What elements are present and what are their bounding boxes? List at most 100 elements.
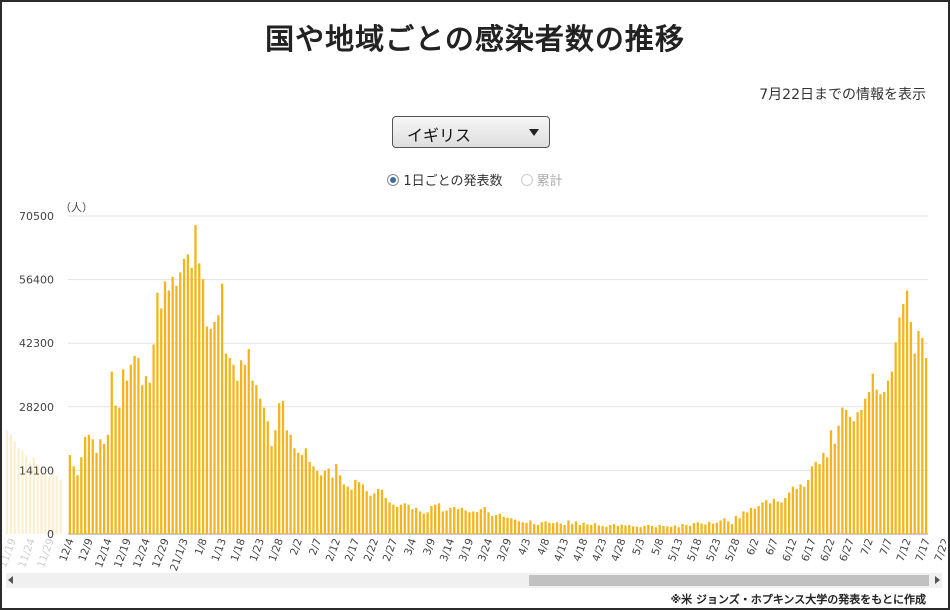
bar (631, 526, 635, 534)
x-tick-label: 7/12 (895, 537, 914, 563)
y-tick-label: 70500 (19, 210, 54, 223)
bar (297, 452, 300, 534)
bar (369, 495, 372, 534)
faded-bar (28, 461, 32, 534)
bar (890, 371, 893, 534)
bar (384, 497, 387, 534)
bar (673, 525, 677, 534)
bar (99, 439, 102, 534)
bar (312, 466, 315, 534)
bar (323, 470, 326, 534)
bar (772, 498, 776, 534)
scroll-thumb[interactable] (529, 575, 929, 586)
bar (806, 479, 810, 534)
radio-daily[interactable]: 1日ごとの発表数 (387, 170, 503, 189)
bar (574, 521, 578, 534)
bar (72, 466, 75, 534)
x-tick-label: 4/13 (552, 537, 571, 563)
x-tick-label: 2/22 (362, 537, 381, 563)
bar (856, 412, 859, 534)
x-tick-label: 7/2 (859, 537, 876, 557)
bar (483, 506, 486, 534)
bar (757, 506, 760, 534)
y-tick-label: 28200 (19, 401, 54, 414)
faded-bar (9, 434, 13, 534)
x-tick-label: 1/8 (193, 537, 210, 557)
y-tick-label: 14100 (19, 464, 54, 477)
bar (552, 523, 555, 534)
bar (68, 455, 72, 534)
bar (262, 407, 266, 534)
x-tick-label: 5/23 (704, 537, 723, 563)
bar (909, 322, 913, 534)
bar (708, 521, 711, 534)
bar (795, 488, 798, 534)
bar (141, 385, 144, 534)
scroll-left-icon[interactable] (8, 576, 13, 584)
radio-on-icon (387, 173, 400, 186)
x-tick-label: 2/7 (307, 537, 324, 557)
bar (742, 511, 745, 534)
bar (175, 285, 178, 534)
bar (696, 522, 699, 534)
y-tick-label: 0 (47, 528, 54, 541)
bar (376, 488, 380, 534)
x-tick-label: 3/9 (421, 537, 438, 557)
bar (335, 464, 338, 534)
bar (403, 503, 406, 534)
bar (255, 385, 258, 534)
bar (259, 398, 262, 534)
bar (513, 519, 517, 534)
y-tick-label: 42300 (19, 337, 54, 350)
bar (300, 455, 304, 534)
bar (437, 503, 441, 534)
bar (616, 525, 620, 534)
bar (620, 524, 623, 534)
bar (441, 511, 444, 534)
x-tick-label: 7/17 (914, 537, 933, 563)
bar (468, 512, 471, 534)
bar (83, 437, 87, 534)
bar (114, 405, 117, 534)
country-select[interactable]: イギリス (392, 116, 550, 148)
bar (867, 391, 871, 534)
bar (609, 524, 612, 534)
bar (198, 263, 201, 534)
bar (220, 283, 224, 534)
bar (179, 272, 182, 534)
bar (666, 526, 669, 534)
bar (612, 524, 616, 534)
bar (415, 507, 418, 534)
bar (316, 470, 319, 534)
bar (586, 524, 589, 534)
bar (814, 461, 817, 534)
bar (639, 527, 642, 534)
bar (845, 409, 848, 534)
bar (228, 358, 231, 534)
bar (734, 515, 737, 534)
bar (719, 520, 722, 534)
x-tick-label: 3/29 (495, 537, 514, 563)
bar (479, 509, 483, 534)
bar (704, 524, 707, 534)
x-tick-label: 3/19 (457, 537, 476, 563)
bar (749, 507, 753, 534)
country-select-value: イギリス (407, 126, 472, 145)
bar (658, 524, 661, 534)
x-tick-label: 3/4 (402, 537, 419, 557)
bar (278, 403, 281, 534)
bar (883, 391, 886, 534)
bar (418, 511, 422, 534)
x-tick-label: 6/17 (799, 537, 818, 563)
radio-cumulative-label: 累計 (536, 174, 563, 189)
bar (308, 461, 311, 534)
bar (125, 380, 129, 534)
scroll-right-icon[interactable] (935, 576, 940, 584)
bar (875, 389, 878, 534)
bar (533, 524, 536, 534)
bar (510, 518, 513, 534)
bar (464, 510, 467, 534)
chart-scrollbar[interactable] (6, 573, 942, 588)
radio-cumulative[interactable]: 累計 (520, 170, 563, 189)
